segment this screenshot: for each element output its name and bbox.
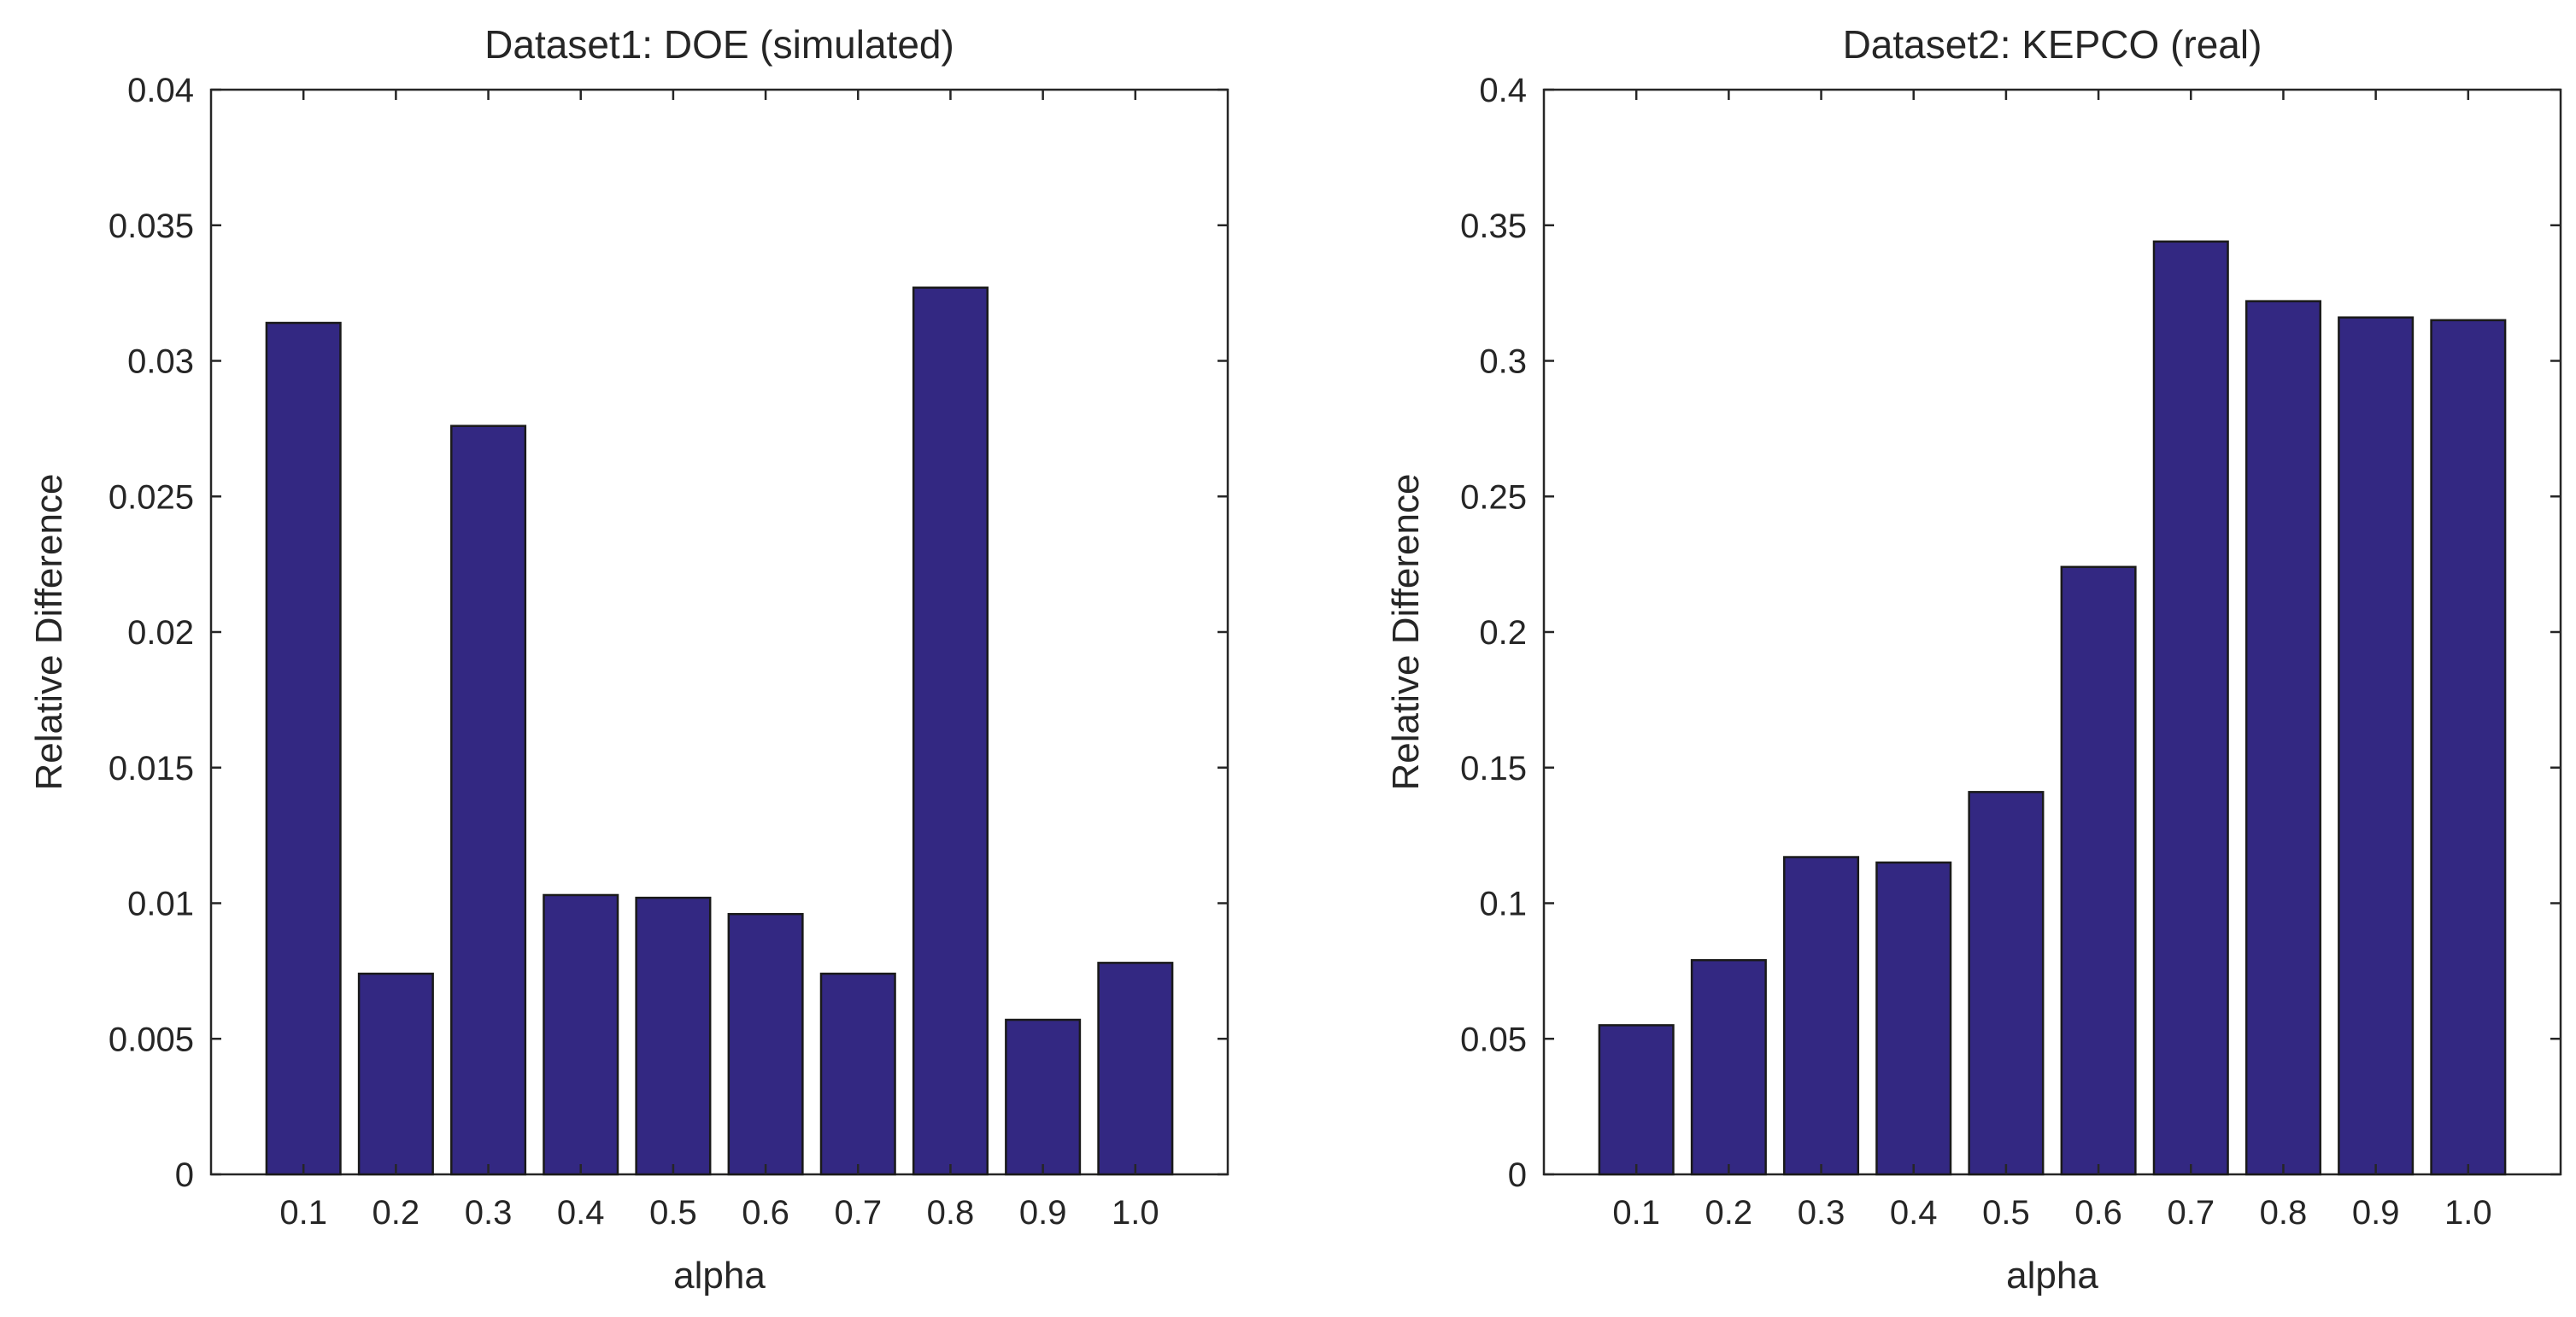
y-tick-label: 0.02 <box>127 614 194 652</box>
y-tick-label: 0.15 <box>1460 750 1527 787</box>
x-tick-label: 0.1 <box>1612 1194 1660 1232</box>
bar-0.5 <box>1968 791 2045 1176</box>
x-tick-label: 1.0 <box>2444 1194 2492 1232</box>
bar-0.9 <box>2338 316 2415 1176</box>
x-tick-label: 0.2 <box>373 1194 420 1232</box>
x-tick-label: 1.0 <box>1112 1194 1159 1232</box>
bar-0.1 <box>1598 1024 1675 1176</box>
y-tick-label: 0.025 <box>109 478 194 516</box>
bar-0.2 <box>357 972 434 1176</box>
y-axis-label: Relative Difference <box>1385 474 1427 791</box>
bar-0.5 <box>635 896 712 1176</box>
x-tick-label: 0.3 <box>465 1194 513 1232</box>
x-axis-label: alpha <box>673 1255 766 1297</box>
x-tick-label: 0.5 <box>1982 1194 2030 1232</box>
bar-0.6 <box>2060 565 2137 1176</box>
bar-0.6 <box>727 912 804 1176</box>
tick-group: 0.1 0.2 0.3 0.4 0.5 0.6 0.7 0.8 0.9 1.0 0 0.05 0.1 0.… <box>1460 72 2561 1232</box>
y-tick-label: 0.4 <box>1479 72 1527 109</box>
bar-0.8 <box>912 286 989 1176</box>
bar-0.2 <box>1690 958 1767 1176</box>
x-tick-label: 0.6 <box>2074 1194 2122 1232</box>
y-tick-label: 0.035 <box>109 208 194 245</box>
y-tick-label: 0.005 <box>109 1021 194 1058</box>
bar-0.4 <box>543 893 619 1176</box>
y-tick-label: 0.25 <box>1460 478 1527 516</box>
x-tick-label: 0.4 <box>1890 1194 1938 1232</box>
y-tick-label: 0 <box>1508 1156 1527 1194</box>
x-tick-label: 0.6 <box>742 1194 789 1232</box>
x-tick-label: 0.8 <box>2260 1194 2308 1232</box>
x-tick-label: 0.3 <box>1798 1194 1845 1232</box>
bar-0.1 <box>265 321 342 1176</box>
y-tick-label: 0.015 <box>109 750 194 787</box>
chart-title: Dataset1: DOE (simulated) <box>484 22 954 67</box>
y-tick-label: 0.3 <box>1479 343 1527 381</box>
tick-group: 0.1 0.2 0.3 0.4 0.5 0.6 0.7 0.8 0.9 1.0 0 0.005 0.01… <box>109 72 1228 1232</box>
y-tick-label: 0 <box>175 1156 194 1194</box>
y-tick-label: 0.03 <box>127 343 194 381</box>
x-tick-label: 0.2 <box>1705 1194 1753 1232</box>
chart-panel-doe: 0.1 0.2 0.3 0.4 0.5 0.6 0.7 0.8 0.9 1.0 0 0.005 0.01… <box>28 22 1229 1297</box>
x-tick-label: 0.5 <box>649 1194 697 1232</box>
x-tick-label: 0.7 <box>834 1194 882 1232</box>
bar-0.8 <box>2244 300 2321 1176</box>
x-axis-label: alpha <box>2006 1255 2098 1297</box>
bar-1.0 <box>2430 319 2507 1176</box>
bar-0.7 <box>819 972 896 1176</box>
y-tick-label: 0.35 <box>1460 208 1527 245</box>
bar-1.0 <box>1097 962 1174 1176</box>
chart-panel-kepco: 0.1 0.2 0.3 0.4 0.5 0.6 0.7 0.8 0.9 1.0 0 0.05 0.1 0.… <box>1385 22 2562 1297</box>
x-tick-label: 0.1 <box>279 1194 327 1232</box>
y-axis-label: Relative Difference <box>28 474 70 791</box>
bar-group <box>1598 240 2507 1176</box>
x-tick-label: 0.7 <box>2167 1194 2215 1232</box>
x-tick-label: 0.9 <box>2352 1194 2400 1232</box>
y-tick-label: 0.04 <box>127 72 194 109</box>
bar-0.3 <box>450 424 527 1176</box>
x-tick-label: 0.8 <box>927 1194 975 1232</box>
bar-0.4 <box>1875 861 1952 1176</box>
y-tick-label: 0.2 <box>1479 614 1527 652</box>
chart-title: Dataset2: KEPCO (real) <box>1843 22 2262 67</box>
x-tick-label: 0.4 <box>557 1194 605 1232</box>
x-tick-label: 0.9 <box>1019 1194 1067 1232</box>
y-tick-label: 0.05 <box>1460 1021 1527 1058</box>
bar-0.7 <box>2152 240 2229 1176</box>
bar-0.9 <box>1005 1018 1082 1176</box>
y-tick-label: 0.1 <box>1479 886 1527 923</box>
y-tick-label: 0.01 <box>127 886 194 923</box>
bar-0.3 <box>1783 856 1860 1176</box>
